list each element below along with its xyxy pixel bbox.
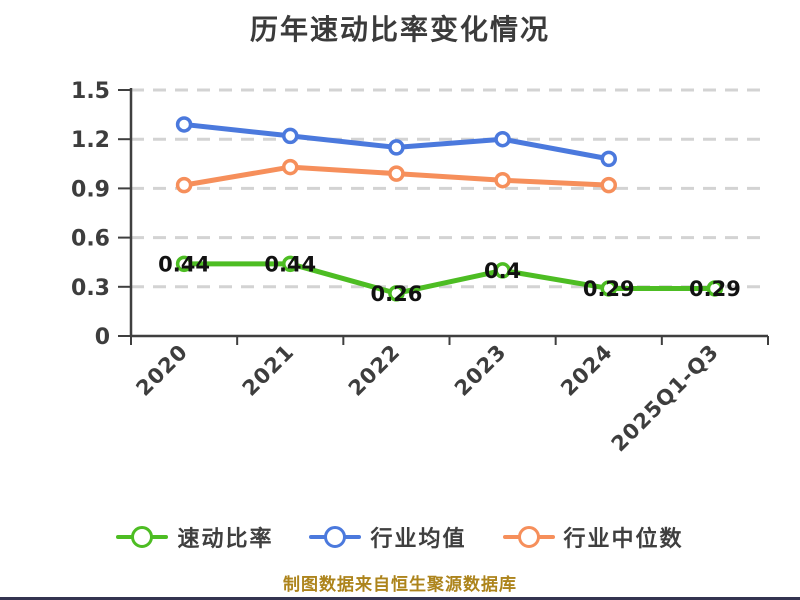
series-point-0 [600, 280, 617, 297]
data-label: 0.26 [371, 282, 423, 306]
series-point-0 [175, 255, 193, 273]
chart-title: 历年速动比率变化情况 [249, 13, 550, 46]
legend-line-marker-icon [309, 525, 362, 549]
series-point-1 [600, 150, 617, 168]
data-label: 0.29 [689, 277, 741, 301]
legend-marker-dot [324, 526, 347, 548]
y-axis-tick-label: 1.5 [71, 79, 110, 104]
chart-footer-source-note: 制图数据来自恒生聚源数据库 [283, 575, 517, 595]
y-axis-tick-label: 1.2 [71, 128, 110, 153]
series-point-0 [494, 262, 511, 279]
legend-label: 行业均值 [370, 527, 467, 552]
legend-item-2[interactable]: 行业中位数 [502, 521, 684, 553]
series-point-2 [282, 158, 299, 176]
legend-item-0[interactable]: 速动比率 [116, 521, 273, 553]
series-point-1 [494, 130, 511, 148]
series-point-0 [282, 255, 299, 273]
x-axis-tick-label: 2021 [238, 340, 299, 401]
series-point-0 [388, 285, 405, 302]
series-point-2 [494, 171, 511, 189]
line-chart-plot-area: 0 0.3 0.6 0.9 1.2 1.5 2020 2021 2022 2023 20242025… [71, 79, 769, 457]
x-axis-tick-label: 2023 [450, 340, 511, 401]
legend-marker-dot [131, 526, 154, 548]
legend-label: 行业中位数 [563, 527, 684, 552]
legend-item-1[interactable]: 行业均值 [309, 521, 466, 553]
data-label: 0.4 [484, 259, 521, 283]
data-label: 0.29 [583, 277, 635, 301]
series-point-2 [175, 176, 193, 194]
x-axis-tick-label: 2024 [556, 340, 617, 401]
legend-marker-dot [517, 526, 540, 548]
data-label: 0.44 [158, 252, 210, 276]
y-axis-tick-label: 0 [95, 325, 110, 350]
series-point-1 [282, 127, 299, 145]
series-point-1 [388, 139, 405, 156]
series-point-2 [600, 176, 617, 194]
x-axis-tick-label: 2025Q1-Q3 [607, 340, 724, 457]
series-point-2 [388, 165, 405, 182]
y-axis-tick-label: 0.3 [71, 276, 110, 301]
legend-line-marker-icon [116, 525, 169, 549]
y-axis-tick-label: 0.6 [71, 227, 110, 252]
x-axis-tick-label: 2020 [131, 340, 192, 401]
x-axis-tick-label: 2022 [344, 340, 405, 401]
chart-legend: 速动比率 行业均值 行业中位数 [0, 521, 800, 553]
series-point-0 [706, 280, 724, 297]
series-line-0 [181, 261, 718, 296]
bottom-border [0, 597, 800, 600]
legend-line-marker-icon [502, 525, 555, 549]
legend-label: 速动比率 [177, 527, 274, 552]
data-label: 0.44 [264, 252, 316, 276]
y-axis-tick-label: 0.9 [71, 177, 110, 202]
series-point-1 [175, 116, 193, 133]
